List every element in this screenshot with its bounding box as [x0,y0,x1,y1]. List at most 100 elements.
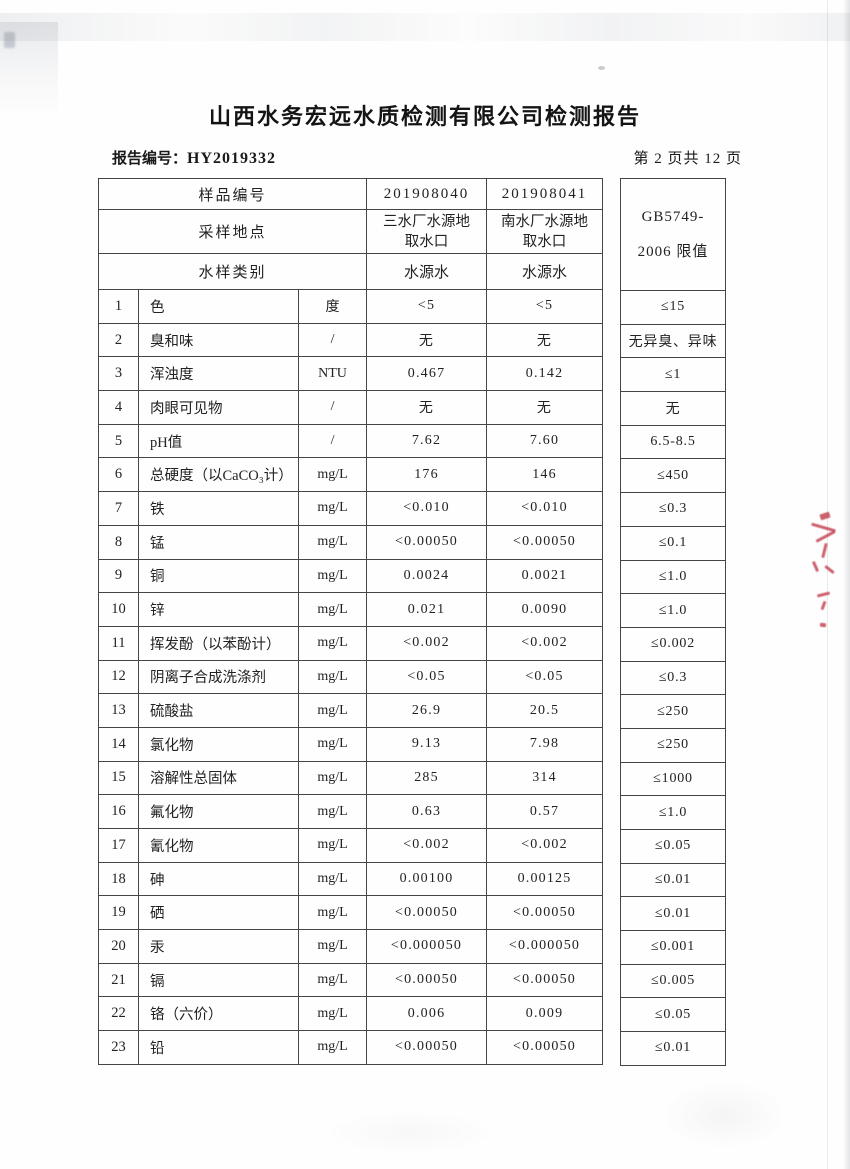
scan-artifact-top-left [0,22,58,117]
row-5-v2: 7.60 [486,423,604,459]
row-16-name: 氟化物 [138,794,299,829]
table-row: 21 镉 mg/L <0.00050 <0.00050 [98,962,604,998]
type-label: 水样类别 [97,253,368,290]
location-1: 三水厂水源地取水口 [366,209,488,254]
row-9-limit: ≤1.0 [620,559,727,595]
row-20-v1: <0.000050 [366,929,488,964]
page-title: 山西水务宏远水质检测有限公司检测报告 [208,104,641,129]
row-6-no: 6 [98,457,139,493]
row-21-v2: <0.00050 [486,962,604,998]
row-11-unit: mg/L [297,625,368,661]
header-location-row: 采样地点 三水厂水源地取水口 南水厂水源地取水口 [97,209,604,254]
row-4-v2: 无 [486,390,604,425]
scan-artifact-dot [598,66,605,70]
limit-row: ≤1.0 [620,795,727,830]
limit-row: ≤450 [620,458,727,494]
row-15-unit: mg/L [297,760,368,796]
limit-row: ≤0.05 [620,997,727,1033]
row-9-name: 铜 [138,558,299,594]
page-indicator: 第 2 页共 12 页 [633,151,742,167]
limit-row: ≤1.0 [620,593,727,628]
row-22-v1: 0.006 [366,996,488,1032]
row-13-name: 硫酸盐 [138,693,299,728]
row-9-no: 9 [98,558,139,594]
row-10-name: 锌 [138,592,299,627]
row-22-limit: ≤0.05 [620,997,727,1033]
row-15-v1: 285 [366,760,488,796]
row-1-limit: ≤15 [620,290,727,325]
limit-row: 无异臭、异味 [620,323,727,359]
table-row: 23 铅 mg/L <0.00050 <0.00050 [98,1030,604,1065]
scan-artifact-blob [4,32,15,48]
table-row: 10 锌 mg/L 0.021 0.0090 [98,592,604,627]
sample-no-2: 201908041 [486,178,604,210]
row-5-limit: 6.5-8.5 [620,424,727,460]
row-14-v1: 9.13 [366,726,488,762]
table-row: 8 锰 mg/L <0.00050 <0.00050 [98,524,604,560]
row-3-unit: NTU [297,356,368,392]
row-16-no: 16 [98,794,139,829]
row-23-v2: <0.00050 [486,1030,604,1065]
row-2-v2: 无 [486,322,604,358]
row-13-limit: ≤250 [620,694,727,729]
row-5-no: 5 [98,423,139,459]
table-row: 22 铬（六价） mg/L 0.006 0.009 [98,996,604,1032]
limit-row: ≤0.01 [620,1031,727,1066]
limit-row: ≤15 [620,290,727,325]
row-18-unit: mg/L [297,861,368,897]
sample-no-label: 样品编号 [97,178,368,210]
row-11-v1: <0.002 [366,625,488,661]
row-2-unit: / [297,322,368,358]
row-4-no: 4 [98,390,139,425]
row-8-v1: <0.00050 [366,524,488,560]
row-19-v2: <0.00050 [486,895,604,931]
row-17-v1: <0.002 [366,828,488,863]
row-9-unit: mg/L [297,558,368,594]
row-23-unit: mg/L [297,1030,368,1065]
limit-row: ≤1 [620,357,727,393]
red-ink-bleed-marks [808,505,846,655]
row-18-v2: 0.00125 [486,861,604,897]
table-row: 2 臭和味 / 无无 [98,322,604,358]
report-meta-row: 报告编号：HY2019332 第 2 页共 12 页 [112,147,742,168]
row-15-limit: ≤1000 [620,761,727,797]
row-23-name: 铅 [138,1030,299,1065]
row-12-v1: <0.05 [366,659,488,695]
scan-artifact-top-band [0,13,850,41]
row-20-limit: ≤0.001 [620,930,727,965]
row-11-limit: ≤0.002 [620,626,727,662]
results-area: 样品编号 201908040 201908041 采样地点 三水厂水源地取水口 … [97,178,727,1066]
row-8-no: 8 [98,524,139,560]
row-10-no: 10 [98,592,139,627]
row-7-v1: <0.010 [366,491,488,526]
row-20-name: 汞 [138,929,299,964]
row-14-limit: ≤250 [620,727,727,763]
row-14-no: 14 [98,726,139,762]
row-3-v2: 0.142 [486,356,604,392]
row-13-v1: 26.9 [366,693,488,728]
limit-row: ≤0.001 [620,930,727,965]
row-1-unit: 度 [297,289,368,324]
row-13-unit: mg/L [297,693,368,728]
scan-page-edge-line [827,0,828,1169]
row-19-limit: ≤0.01 [620,896,727,932]
row-21-v1: <0.00050 [366,962,488,998]
row-13-v2: 20.5 [486,693,604,728]
row-17-name: 氰化物 [138,828,299,863]
row-4-v1: 无 [366,390,488,425]
limits-table: GB5749- 2006 限值 ≤15 无异臭、异味 ≤1 无 6.5-8.5 ≤450 ≤… [620,178,727,1066]
row-7-v2: <0.010 [486,491,604,526]
limits-header-line2: 2006 限值 [637,243,709,260]
limits-header-line1: GB5749- [641,208,705,225]
limit-row: ≤0.3 [620,660,727,696]
header-type-row: 水样类别 水源水 水源水 [97,253,604,290]
row-23-limit: ≤0.01 [620,1031,727,1066]
row-7-limit: ≤0.3 [620,492,727,527]
limit-row: 6.5-8.5 [620,424,727,460]
row-15-no: 15 [98,760,139,796]
limit-row: ≤0.05 [620,829,727,864]
table-row: 1 色度 <5 <5 [98,289,604,324]
row-8-unit: mg/L [297,524,368,560]
table-row: 3 浑浊度 NTU 0.467 0.142 [98,356,604,392]
row-1-v2: <5 [486,289,604,324]
